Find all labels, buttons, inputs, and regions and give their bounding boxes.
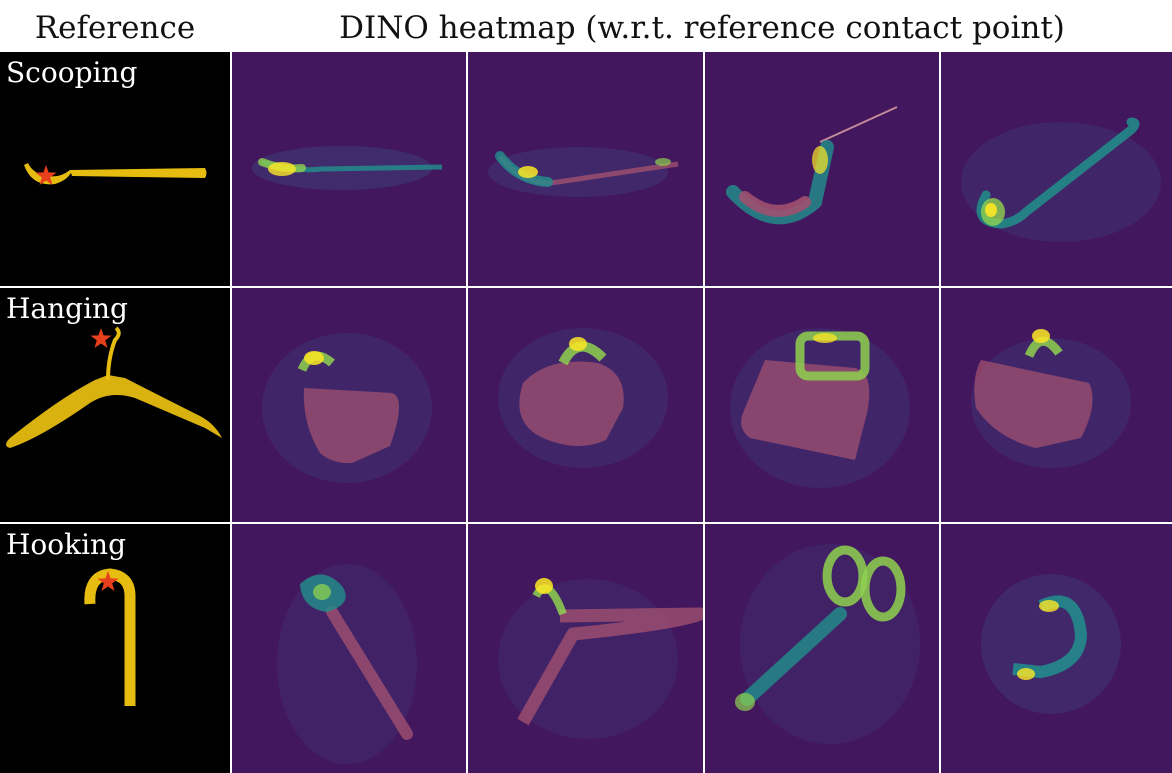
reference-column-header: Reference — [34, 10, 196, 46]
task-label-hanging: Hanging — [6, 292, 128, 325]
task-label-hooking: Hooking — [6, 528, 127, 561]
heatmap-hooking-2 — [468, 524, 703, 773]
heatmap-scooping-1 — [232, 52, 466, 286]
figure-grid: Scooping — [0, 52, 1172, 773]
heatmap-scooping-4 — [941, 52, 1172, 286]
heatmap-hanging-2 — [468, 288, 703, 522]
heatmap-scooping-3 — [705, 52, 939, 286]
heatmap-hooking-1 — [232, 524, 466, 773]
contact-star-icon — [90, 328, 112, 348]
task-label-scooping: Scooping — [6, 56, 138, 89]
contact-star-icon — [35, 165, 57, 185]
heatmap-hooking-3 — [705, 524, 939, 773]
contact-star-icon — [97, 571, 119, 591]
reference-cell-hanging: Hanging — [0, 288, 230, 522]
heatmap-hanging-1 — [232, 288, 466, 522]
heatmap-hanging-4 — [941, 288, 1172, 522]
heatmap-scooping-2 — [468, 52, 703, 286]
heatmap-hooking-4 — [941, 524, 1172, 773]
dino-heatmap-column-header: DINO heatmap (w.r.t. reference contact p… — [339, 10, 1065, 46]
cane-icon — [84, 568, 136, 706]
heatmap-hanging-3 — [705, 288, 939, 522]
reference-cell-hooking: Hooking — [0, 524, 230, 773]
spoon-icon — [24, 163, 207, 185]
reference-cell-scooping: Scooping — [0, 52, 230, 286]
hanger-icon — [6, 326, 222, 448]
